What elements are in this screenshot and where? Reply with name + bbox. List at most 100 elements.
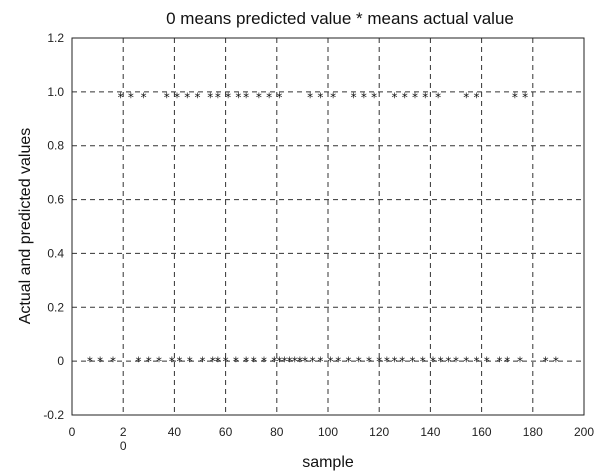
point-high: *: [392, 91, 398, 105]
point-low: *: [392, 354, 398, 368]
point-high: *: [118, 91, 124, 105]
point-low: *: [445, 354, 451, 368]
point-high: *: [276, 91, 282, 105]
point-low: *: [215, 354, 221, 368]
point-low: *: [328, 354, 334, 368]
point-high: *: [463, 91, 469, 105]
point-high: *: [225, 91, 231, 105]
point-high: *: [330, 91, 336, 105]
x-tick-label: 200: [574, 425, 594, 439]
point-high: *: [207, 91, 213, 105]
point-low: *: [463, 354, 469, 368]
data-points: * * * * * * * * * * * * * * * * * * * * * * * * * * * * * * * * * * * * * * * *…: [87, 91, 559, 369]
point-low: *: [384, 354, 390, 368]
point-high: *: [317, 91, 323, 105]
point-high: *: [522, 91, 528, 105]
point-low: *: [287, 354, 293, 368]
point-high: *: [473, 91, 479, 105]
point-low: *: [146, 354, 152, 368]
point-low: *: [292, 354, 298, 368]
point-low: *: [251, 354, 257, 368]
y-tick-label: 0.8: [47, 139, 64, 153]
y-tick-label: 0: [57, 354, 64, 368]
point-low: *: [366, 354, 372, 368]
point-high: *: [128, 91, 134, 105]
x-tick-label: 80: [270, 425, 284, 439]
point-high: *: [435, 91, 441, 105]
x-tick-label: 180: [523, 425, 543, 439]
point-low: *: [497, 354, 503, 368]
point-low: *: [136, 354, 142, 368]
y-tick-label: 0.2: [47, 300, 64, 314]
x-tick-label: 0: [69, 425, 76, 439]
point-low: *: [187, 354, 193, 368]
y-axis-ticks: -0.2 0 0.2 0.4 0.6 0.8 1.0 1.2: [43, 31, 64, 422]
point-high: *: [266, 91, 272, 105]
point-high: *: [141, 91, 147, 105]
point-high: *: [361, 91, 367, 105]
point-low: *: [169, 354, 175, 368]
point-low: *: [310, 354, 316, 368]
x-tick-label: 100: [318, 425, 338, 439]
point-high: *: [412, 91, 418, 105]
point-high: *: [184, 91, 190, 105]
chart-title: 0 means predicted value * means actual v…: [166, 9, 514, 28]
point-low: *: [271, 354, 277, 368]
x-tick-label: 40: [168, 425, 182, 439]
y-tick-label: 1.2: [47, 31, 64, 45]
plot-frame: [71, 37, 585, 416]
point-low: *: [345, 354, 351, 368]
point-high: *: [351, 91, 357, 105]
point-low: *: [517, 354, 523, 368]
x-axis-ticks: 0 2 0 40 60 80 100 120 140 160 180 200: [69, 425, 595, 453]
point-high: *: [194, 91, 200, 105]
point-low: *: [97, 354, 103, 368]
point-low: *: [233, 354, 239, 368]
point-high: *: [422, 91, 428, 105]
point-low: *: [473, 354, 479, 368]
point-high: *: [307, 91, 313, 105]
point-low: *: [156, 354, 162, 368]
point-low: *: [261, 354, 267, 368]
point-low: *: [87, 354, 93, 368]
point-low: *: [430, 354, 436, 368]
point-low: *: [317, 354, 323, 368]
point-high: *: [235, 91, 241, 105]
y-axis-label: Actual and predicted values: [17, 128, 34, 325]
point-low: *: [420, 354, 426, 368]
x-tick-label: 140: [420, 425, 440, 439]
point-low: *: [177, 354, 183, 368]
point-high: *: [371, 91, 377, 105]
y-tick-label: 0.6: [47, 193, 64, 207]
point-low: *: [276, 354, 282, 368]
y-tick-label: -0.2: [43, 408, 64, 422]
point-low: *: [297, 354, 303, 368]
point-high: *: [215, 91, 221, 105]
point-low: *: [281, 354, 287, 368]
point-low: *: [409, 354, 415, 368]
point-low: *: [110, 354, 116, 368]
point-low: *: [453, 354, 459, 368]
x-axis-label: sample: [302, 454, 354, 471]
point-low: *: [302, 354, 308, 368]
point-low: *: [553, 354, 559, 368]
x-tick-label: 60: [219, 425, 233, 439]
point-low: *: [243, 354, 249, 368]
point-low: *: [210, 354, 216, 368]
point-low: *: [200, 354, 206, 368]
point-low: *: [376, 354, 382, 368]
point-low: *: [223, 354, 229, 368]
point-low: *: [399, 354, 405, 368]
point-high: *: [512, 91, 518, 105]
point-low: *: [335, 354, 341, 368]
point-high: *: [256, 91, 262, 105]
x-tick-label: 120: [369, 425, 389, 439]
x-tick-label: 160: [472, 425, 492, 439]
grid-lines: [72, 38, 584, 415]
y-tick-label: 0.4: [47, 246, 64, 260]
point-high: *: [243, 91, 249, 105]
point-low: *: [356, 354, 362, 368]
point-low: *: [484, 354, 490, 368]
